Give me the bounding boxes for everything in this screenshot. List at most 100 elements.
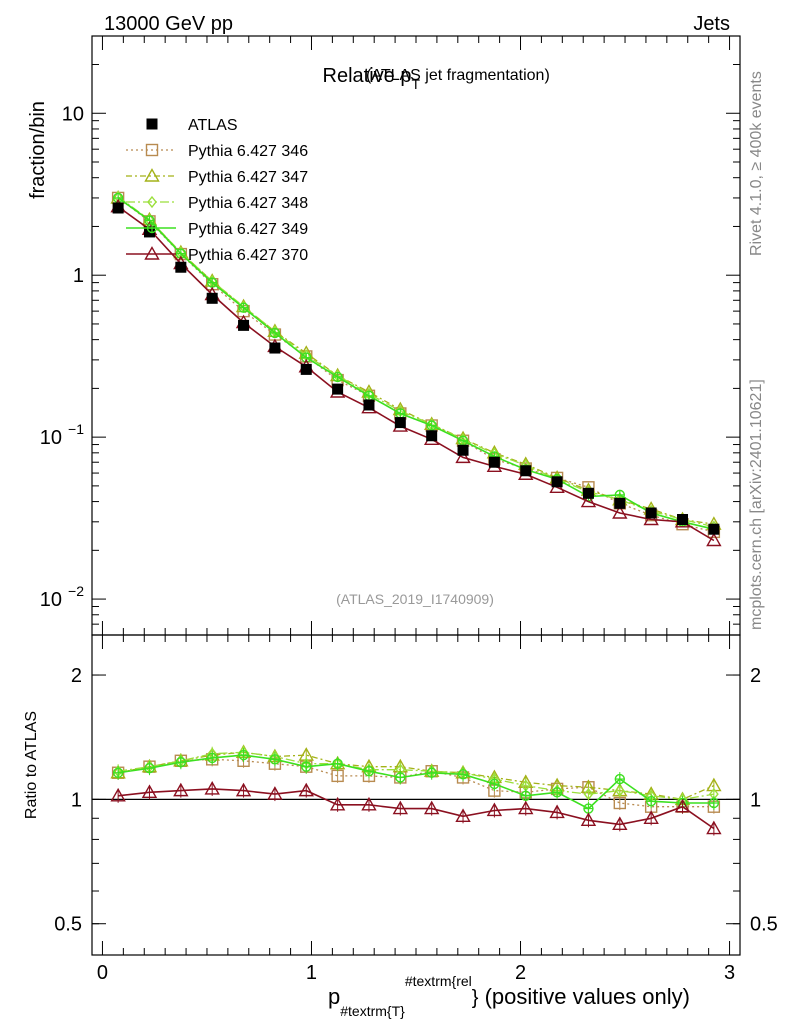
x-axis-label: p#textrm{T}#textrm{rel} (positive values…: [328, 973, 690, 1019]
legend-label: Pythia 6.427 346: [188, 143, 308, 160]
data-point-p349: [269, 754, 281, 765]
data-point-p370: [674, 798, 691, 813]
header-energy-label: 13000 GeV pp: [104, 13, 233, 35]
plot-title: Relative pT: [323, 65, 421, 92]
legend-marker: [145, 143, 159, 157]
legend-label: Pythia 6.427 370: [188, 247, 308, 264]
y-tick-label-right: 1: [750, 789, 761, 811]
series-p370: [110, 781, 722, 836]
x-axis-label-brace: }: [472, 987, 479, 1009]
data-point-p349: [206, 277, 218, 288]
data-point-ATLAS: [206, 292, 218, 304]
data-point-p370: [612, 505, 628, 519]
data-point-p349: [426, 420, 437, 431]
legend-label: Pythia 6.427 348: [188, 195, 308, 212]
legend-marker: [144, 168, 160, 182]
series-line-p349: [117, 197, 715, 530]
data-point-p370: [298, 782, 314, 797]
data-point-p370: [392, 800, 409, 815]
legend-marker: [146, 222, 158, 234]
x-ticks: [101, 36, 731, 635]
data-point-ATLAS: [520, 465, 532, 477]
data-point-p370: [361, 796, 377, 811]
y-tick-label-right: 2: [750, 665, 761, 687]
data-point-p349: [332, 758, 343, 769]
data-point-p370: [423, 800, 440, 815]
mcplots-credit-label: mcplots.cern.ch [arXiv:2401.10621]: [748, 379, 765, 630]
data-point-p370: [204, 781, 220, 795]
series-line-p347: [117, 751, 715, 801]
data-point-p370: [110, 787, 126, 802]
data-point-p370: [580, 493, 597, 508]
data-point-p349: [206, 752, 218, 764]
data-point-p370: [141, 784, 158, 799]
data-point-p370: [706, 532, 722, 547]
data-point-p370: [173, 782, 189, 797]
header-category-label: Jets: [693, 13, 730, 35]
data-point-p349: [112, 767, 124, 778]
main-plot-panel: 10 1 10 −1 10 −2: [40, 35, 741, 636]
plot-title-extra: (ATLAS jet fragmentation): [366, 67, 550, 84]
data-point-p349: [489, 778, 500, 790]
x-axis-label-subscript: #textrm{T}: [340, 1003, 405, 1019]
analysis-reference-label: (ATLAS_2019_I1740909): [336, 591, 494, 607]
legend-item-p347: Pythia 6.427 347: [126, 168, 308, 186]
data-point-p370: [643, 511, 659, 526]
data-point-p370: [455, 808, 471, 822]
data-point-ATLAS: [426, 430, 438, 442]
data-point-p348: [614, 784, 625, 797]
data-point-ATLAS: [551, 476, 563, 488]
y-tick-label-exponent: −1: [68, 421, 84, 437]
data-point-ATLAS: [582, 487, 594, 499]
data-point-p349: [301, 761, 312, 772]
data-point-p349: [144, 762, 155, 774]
data-point-p348: [583, 787, 594, 801]
data-point-ATLAS: [394, 417, 406, 429]
x-tick-label: 3: [724, 962, 735, 984]
legend: ATLAS Pythia 6.427 346 Pythia 6.427 347 Pyt…: [126, 117, 308, 264]
data-point-p349: [551, 787, 563, 798]
ratio-y-axis-label: Ratio to ATLAS: [23, 711, 40, 819]
data-point-ATLAS: [645, 507, 657, 519]
series-p349: [112, 748, 720, 816]
data-point-p370: [549, 804, 565, 819]
x-ticks: [101, 635, 731, 955]
x-axis-label-tail: (positive values only): [478, 984, 690, 1009]
data-point-p349: [363, 766, 375, 777]
data-point-p370: [235, 782, 252, 797]
data-point-ATLAS: [112, 202, 124, 214]
legend-marker: [146, 118, 158, 130]
data-point-p370: [612, 816, 628, 831]
data-point-ATLAS: [300, 363, 312, 375]
series-ATLAS: [112, 202, 720, 535]
legend-label: ATLAS: [188, 117, 238, 134]
data-point-p349: [708, 797, 720, 809]
y-tick-label: 2: [71, 665, 82, 687]
x-axis-label-main: p: [328, 984, 340, 1009]
series-layer: [110, 190, 722, 547]
data-point-p349: [269, 327, 281, 339]
plot-title-subscript: T: [411, 76, 420, 92]
legend-item-p349: Pythia 6.427 349: [126, 221, 308, 238]
y-tick-label-exponent: −2: [68, 583, 84, 599]
y-tick-label: 10: [40, 589, 62, 611]
data-point-p349: [301, 352, 312, 363]
data-point-ATLAS: [677, 514, 689, 526]
x-axis-label-superscript: #textrm{rel: [405, 973, 472, 989]
plot-title-main: Relative p: [323, 65, 412, 87]
series-line-p370: [118, 788, 715, 830]
x-tick-label: 2: [515, 962, 526, 984]
data-point-p370: [329, 796, 346, 811]
data-point-p349: [332, 371, 343, 383]
data-point-p349: [363, 390, 375, 401]
ratio-plot-panel: 2 2 1 1 0.5 0.5 0 1 2 3: [54, 634, 778, 984]
data-point-p349: [520, 790, 531, 802]
data-point-p370: [706, 820, 722, 835]
rivet-version-label: Rivet 4.1.0, ≥ 400k events: [748, 71, 765, 256]
data-point-ATLAS: [614, 497, 626, 509]
data-point-p349: [395, 408, 406, 419]
data-point-p349: [457, 769, 469, 780]
series-layer: [110, 744, 722, 836]
